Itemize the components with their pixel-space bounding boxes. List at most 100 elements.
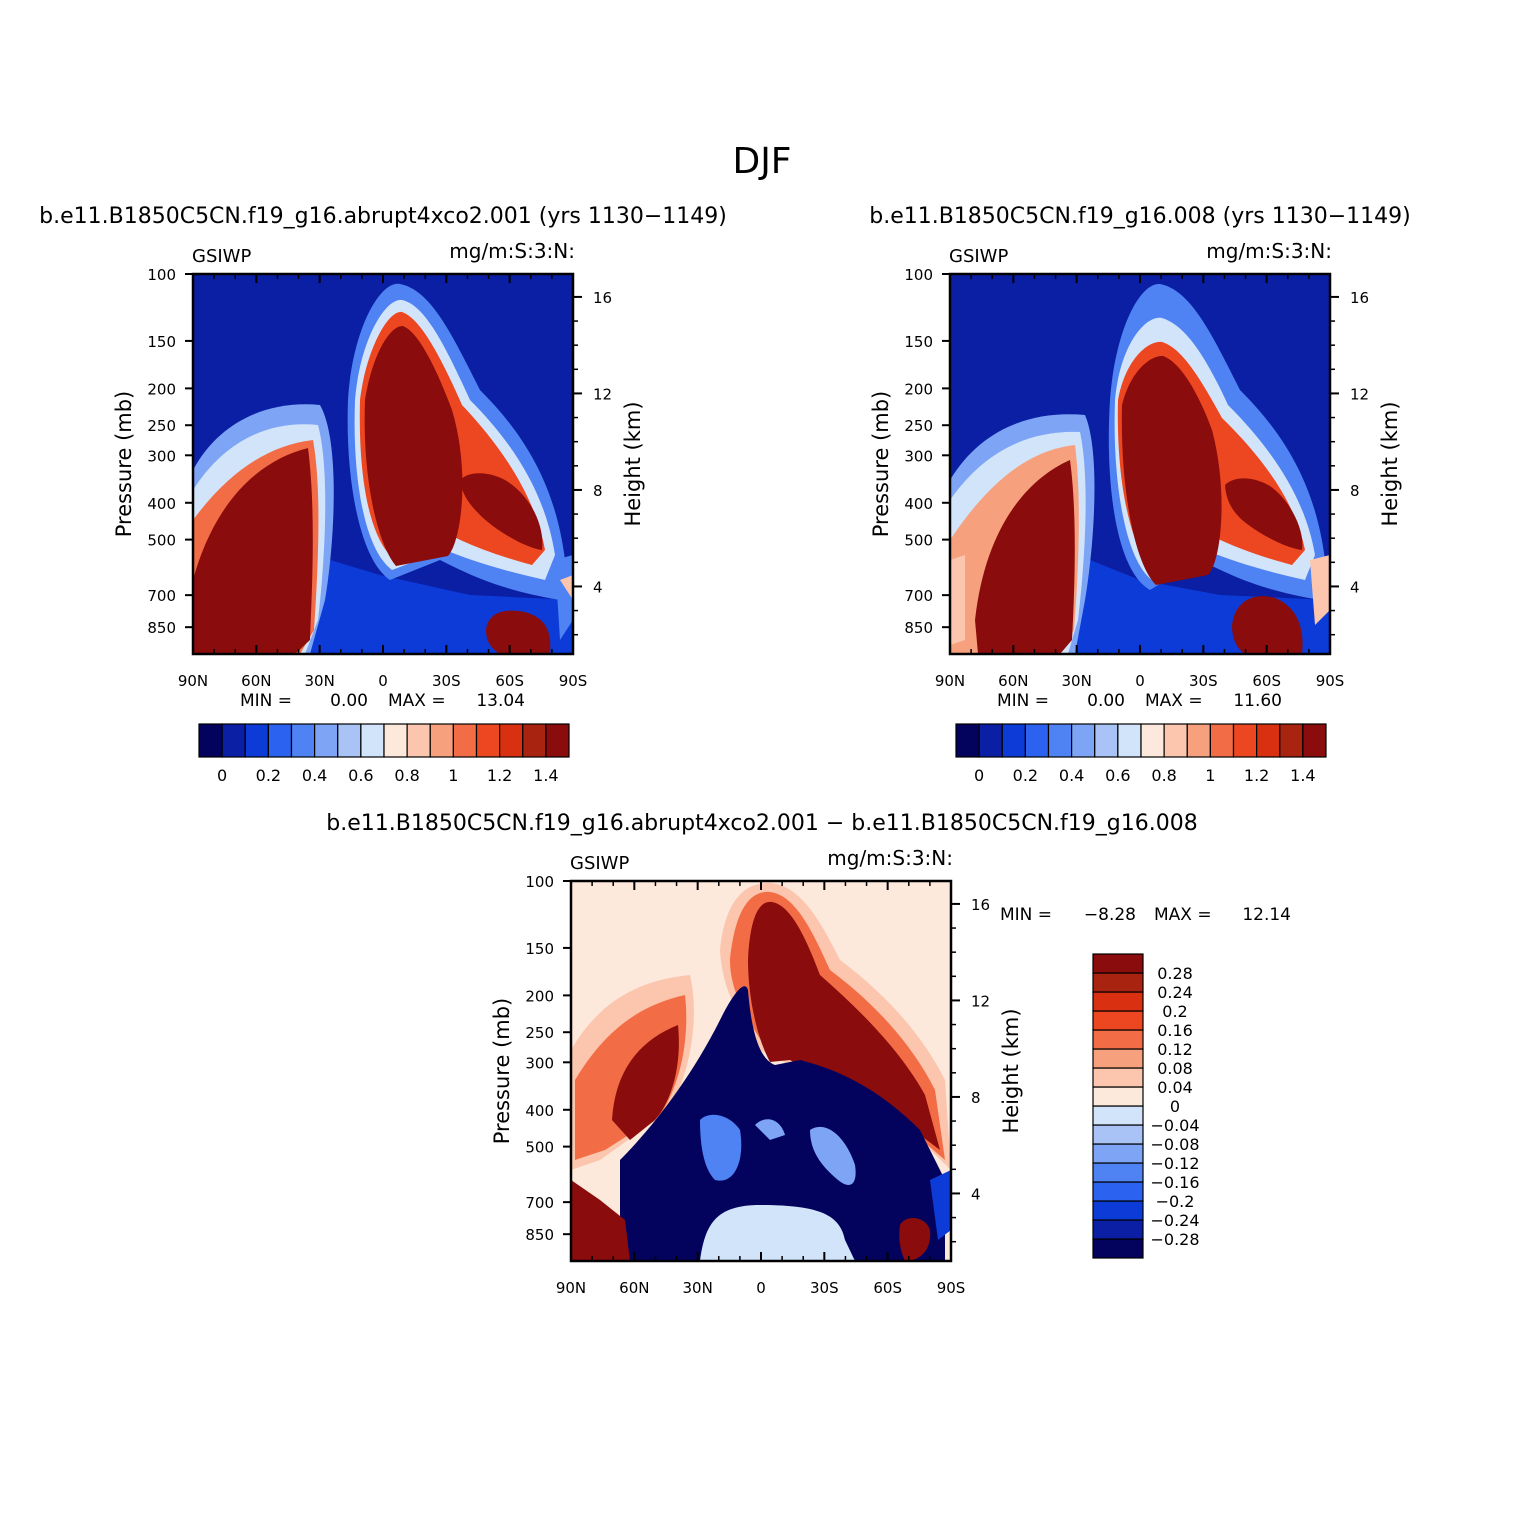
colorbar-swatch (1071, 723, 1096, 758)
x-tick-label: 30S (432, 672, 461, 690)
y-tick-label: 200 (147, 380, 176, 398)
x-tick-label: 60N (241, 672, 271, 690)
panel-1-ylabel: Pressure (mb) (112, 391, 136, 538)
x-tick-label: 90S (937, 1279, 966, 1297)
colorbar-swatch (1047, 723, 1073, 758)
x-tick-label: 60S (495, 672, 524, 690)
colorbar-label: 1.2 (487, 766, 512, 785)
y-tick-label: 400 (525, 1102, 554, 1120)
colorbar-label: 0 (217, 766, 227, 785)
panel-3-title: b.e11.B1850C5CN.f19_g16.abrupt4xco2.001 … (326, 811, 1197, 836)
colorbar-label: −0.12 (1150, 1154, 1199, 1173)
y2-tick-label: 8 (593, 482, 603, 500)
panel-2-field (950, 274, 1330, 654)
panel-3-min-value: −8.28 (1084, 905, 1136, 925)
colorbar-swatch (1092, 1048, 1144, 1069)
colorbar-label: 0.2 (1013, 766, 1038, 785)
panel-1: b.e11.B1850C5CN.f19_g16.abrupt4xco2.001 … (39, 204, 727, 785)
panel-1-antarctic-cloud (486, 610, 551, 654)
x-tick-label: 90N (556, 1279, 586, 1297)
y2-tick-label: 4 (593, 578, 603, 596)
panel-3-nh-midlat-increase-core (612, 1025, 679, 1140)
colorbar-label: 1.2 (1244, 766, 1269, 785)
colorbar-label: −0.2 (1156, 1192, 1195, 1211)
panel-1-max-label: MAX = (388, 691, 446, 711)
y-tick-label: 150 (525, 940, 554, 958)
colorbar-swatch (1092, 972, 1144, 993)
colorbar-swatch (360, 723, 385, 758)
y-tick-label: 300 (904, 447, 933, 465)
colorbar-swatch (1163, 723, 1188, 758)
y2-tick-label: 16 (1350, 289, 1369, 307)
panel-1-y2label: Height (km) (621, 401, 645, 526)
colorbar-swatch (1186, 723, 1211, 758)
panel-3-min-label: MIN = (1000, 905, 1052, 925)
colorbar-swatch (522, 723, 547, 758)
panel-3-variable: GSIWP (570, 853, 629, 874)
panel-1-min-label: MIN = (240, 691, 292, 711)
colorbar-label: 0.4 (302, 766, 327, 785)
x-tick-label: 60S (873, 1279, 902, 1297)
panel-1-colorbar: 0 0.2 0.4 0.6 0.8 1 1.2 1.4 (198, 723, 570, 785)
y-tick-label: 700 (147, 587, 176, 605)
colorbar-label: 0.6 (348, 766, 373, 785)
y-tick-label: 850 (147, 619, 176, 637)
colorbar-swatch (244, 723, 269, 758)
colorbar-swatch (1092, 1029, 1144, 1050)
y-tick-label: 100 (147, 266, 176, 284)
y-tick-label: 250 (904, 417, 933, 435)
y-tick-label: 200 (904, 380, 933, 398)
colorbar-label: 1.4 (533, 766, 558, 785)
panel-2-units: mg/m:S:3:N: (1206, 239, 1332, 263)
colorbar-swatch (290, 723, 316, 758)
colorbar-swatch (1092, 1105, 1144, 1126)
y-tick-label: 500 (147, 532, 176, 550)
y-tick-label: 850 (525, 1226, 554, 1244)
panel-2: b.e11.B1850C5CN.f19_g16.008 (yrs 1130−11… (869, 204, 1411, 785)
colorbar-label: 0.24 (1157, 983, 1193, 1002)
colorbar-swatch (1024, 723, 1050, 758)
colorbar-swatch (1092, 1238, 1144, 1259)
colorbar-swatch (429, 723, 454, 758)
colorbar-swatch (1092, 1162, 1144, 1183)
colorbar-swatch (475, 723, 501, 758)
panel-2-antarctic-cloud (1232, 596, 1303, 654)
panel-3-max-value: 12.14 (1242, 905, 1291, 925)
colorbar-label: −0.28 (1150, 1230, 1199, 1249)
y-tick-label: 100 (525, 873, 554, 891)
panel-1-sh-cloud-core (460, 473, 543, 550)
colorbar-swatch (1279, 723, 1304, 758)
colorbar-swatch (1117, 723, 1142, 758)
panel-3-units: mg/m:S:3:N: (827, 846, 953, 870)
colorbar-label: −0.16 (1150, 1173, 1199, 1192)
colorbar-label: 1 (448, 766, 458, 785)
colorbar-label: 0.2 (1162, 1002, 1187, 1021)
panel-2-min-value: 0.00 (1087, 691, 1125, 711)
x-tick-label: 0 (1135, 672, 1145, 690)
main-title: DJF (732, 141, 791, 182)
colorbar-swatch (383, 723, 408, 758)
colorbar-swatch (1302, 723, 1327, 758)
y-tick-label: 400 (904, 495, 933, 513)
colorbar-swatch (1092, 1124, 1144, 1145)
colorbar-swatch (1092, 1143, 1144, 1164)
colorbar-swatch (1001, 723, 1026, 758)
panel-2-axes: 90N 60N 30N 0 30S 60S 90S 100 150 200 250 300 400 500… (904, 266, 1369, 690)
x-tick-label: 90N (935, 672, 965, 690)
colorbar-swatch (198, 723, 223, 758)
panel-3-axes: 90N 60N 30N 0 30S 60S 90S 100 150 200 250 300 400 500… (525, 873, 990, 1297)
colorbar-label: 0 (974, 766, 984, 785)
colorbar-swatch (267, 723, 293, 758)
colorbar-label: 0.12 (1157, 1040, 1193, 1059)
colorbar-label: −0.04 (1150, 1116, 1199, 1135)
colorbar-label: 0.28 (1157, 964, 1193, 983)
y2-tick-label: 8 (1350, 482, 1360, 500)
colorbar-label: 0.8 (1151, 766, 1176, 785)
panel-3-ylabel: Pressure (mb) (490, 998, 514, 1145)
x-tick-label: 30N (683, 1279, 713, 1297)
colorbar-swatch (406, 723, 431, 758)
y2-tick-label: 8 (971, 1089, 981, 1107)
panel-1-nh-cloud-core (193, 448, 313, 654)
colorbar-swatch (978, 723, 1003, 758)
